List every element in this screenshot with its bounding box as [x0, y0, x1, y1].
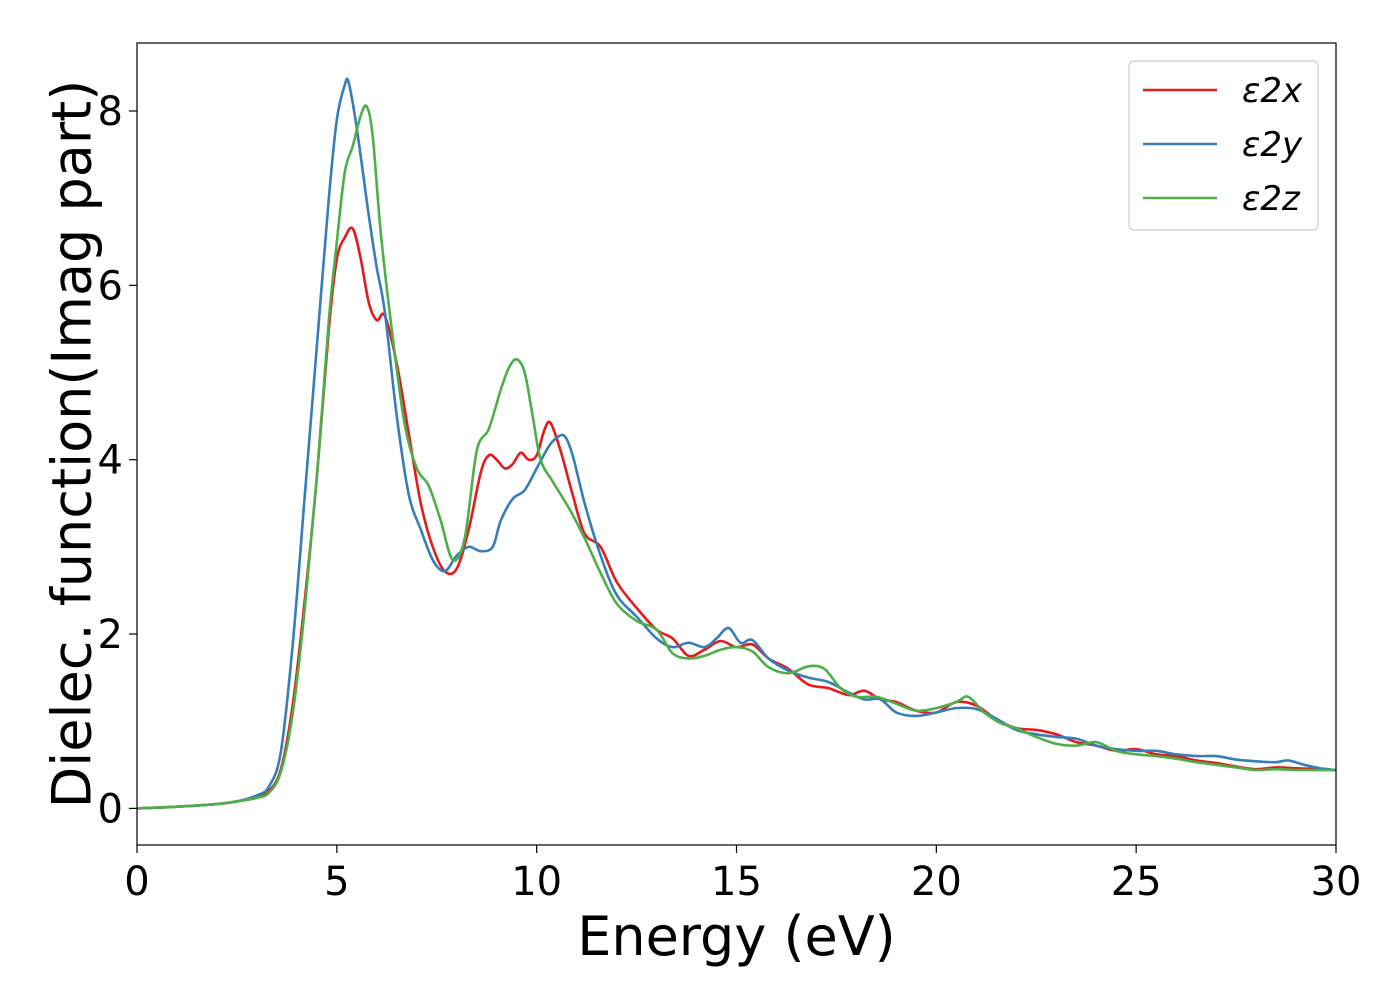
x-axis-label: Energy (eV): [577, 905, 896, 968]
x-tick-label: 5: [324, 859, 349, 905]
x-tick-label: 30: [1311, 859, 1362, 905]
x-tick-label: 0: [124, 859, 149, 905]
legend-label-eps2x: ε2x: [1242, 71, 1303, 111]
legend-box: [1128, 60, 1319, 231]
series-line-eps2z: [137, 104, 1336, 810]
y-tick-label: 6: [98, 263, 123, 309]
y-tick-label: 4: [98, 438, 123, 484]
x-tick-label: 25: [1111, 859, 1162, 905]
series-line-eps2x: [137, 226, 1336, 810]
ticks-layer: 0 5 10 15 20 25 30 0 2 4 6 8: [98, 89, 1362, 905]
y-axis-label: Dielec. function(Imag part): [41, 80, 104, 809]
y-tick-label: 2: [98, 612, 123, 658]
legend-label-eps2z: ε2z: [1242, 179, 1301, 219]
y-tick-label: 8: [98, 89, 123, 135]
x-tick-label: 15: [711, 859, 762, 905]
series-line-eps2y: [137, 77, 1336, 810]
y-tick-label: 0: [98, 786, 123, 832]
x-tick-label: 20: [911, 859, 962, 905]
x-tick-label: 10: [511, 859, 562, 905]
legend-label-eps2y: ε2y: [1242, 125, 1303, 165]
legend: ε2x ε2y ε2z: [1128, 60, 1319, 231]
series-layer: [137, 77, 1336, 810]
